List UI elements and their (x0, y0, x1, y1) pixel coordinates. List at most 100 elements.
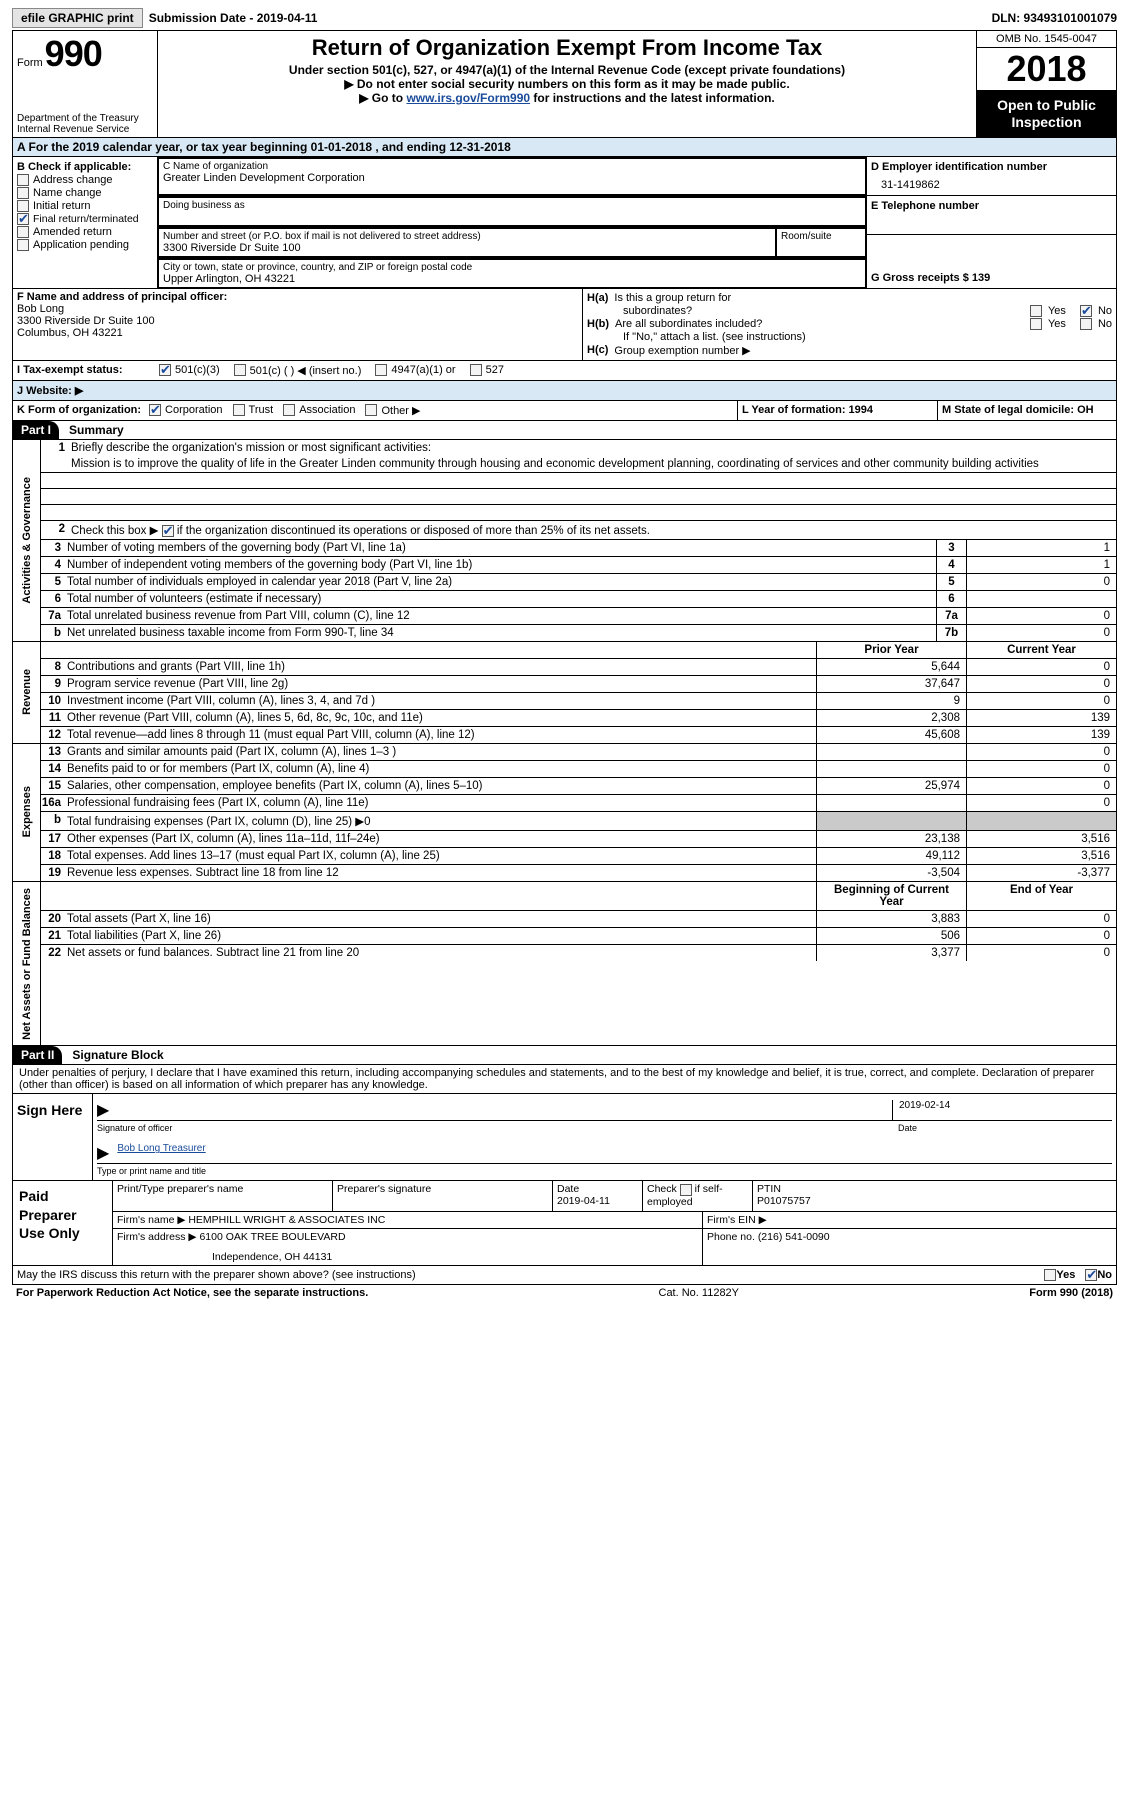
sign-here-label: Sign Here (13, 1094, 93, 1180)
ha-no-checkbox[interactable] (1080, 305, 1092, 317)
tax-year: 2018 (977, 48, 1116, 91)
activities-governance-label: Activities & Governance (21, 471, 33, 610)
hb-no-checkbox[interactable] (1080, 318, 1092, 330)
phone-label: E Telephone number (871, 200, 1112, 212)
sig-date: 2019-02-14 (892, 1100, 1112, 1120)
table-row: 16aProfessional fundraising fees (Part I… (41, 794, 1116, 811)
table-row: 21Total liabilities (Part X, line 26)506… (41, 927, 1116, 944)
table-row: 4Number of independent voting members of… (41, 556, 1116, 573)
dba-label: Doing business as (163, 200, 861, 211)
firm-address: 6100 OAK TREE BOULEVARD (199, 1231, 345, 1243)
irs-link[interactable]: www.irs.gov/Form990 (406, 91, 530, 105)
omb-number: OMB No. 1545-0047 (977, 31, 1116, 48)
part-1-header: Part I Summary (12, 421, 1117, 440)
discontinued-checkbox[interactable] (162, 525, 174, 537)
ein-value: 31-1419862 (881, 179, 1112, 191)
row-a-tax-year: A For the 2019 calendar year, or tax yea… (12, 138, 1117, 157)
row-j-website: J Website: ▶ (12, 381, 1117, 401)
signature-block: Under penalties of perjury, I declare th… (12, 1065, 1117, 1266)
amended-return-checkbox[interactable] (17, 226, 29, 238)
self-employed-checkbox[interactable] (680, 1184, 692, 1196)
table-row: 22Net assets or fund balances. Subtract … (41, 944, 1116, 961)
table-row: bNet unrelated business taxable income f… (41, 624, 1116, 641)
application-pending-checkbox[interactable] (17, 239, 29, 251)
4947-checkbox[interactable] (375, 364, 387, 376)
table-row: 20Total assets (Part X, line 16)3,8830 (41, 910, 1116, 927)
net-assets-section: Net Assets or Fund Balances Beginning of… (12, 882, 1117, 1047)
table-row: bTotal fundraising expenses (Part IX, co… (41, 811, 1116, 830)
dept-treasury: Department of the Treasury Internal Reve… (17, 113, 153, 135)
activities-governance-section: Activities & Governance 1Briefly describ… (12, 440, 1117, 642)
hb-yes-checkbox[interactable] (1030, 318, 1042, 330)
table-row: 18Total expenses. Add lines 13–17 (must … (41, 847, 1116, 864)
gross-receipts: G Gross receipts $ 139 (871, 272, 990, 284)
table-row: 11Other revenue (Part VIII, column (A), … (41, 709, 1116, 726)
perjury-declaration: Under penalties of perjury, I declare th… (13, 1065, 1116, 1093)
table-row: 14Benefits paid to or for members (Part … (41, 760, 1116, 777)
association-checkbox[interactable] (283, 404, 295, 416)
ein-label: D Employer identification number (871, 161, 1112, 173)
row-k-form-org: K Form of organization: Corporation Trus… (12, 401, 737, 421)
ha-yes-checkbox[interactable] (1030, 305, 1042, 317)
form-page-ref: Form 990 (2018) (1029, 1287, 1113, 1299)
paperwork-notice: For Paperwork Reduction Act Notice, see … (16, 1287, 368, 1299)
table-row: 8Contributions and grants (Part VIII, li… (41, 658, 1116, 675)
paid-preparer-label: Paid Preparer Use Only (13, 1181, 113, 1265)
beginning-year-header: Beginning of Current Year (816, 882, 966, 910)
top-banner: efile GRAPHIC print Submission Date - 20… (12, 8, 1117, 31)
table-row: 3Number of voting members of the governi… (41, 539, 1116, 556)
form-number: Form 990 (17, 33, 153, 75)
irs-yes-checkbox[interactable] (1044, 1269, 1056, 1281)
revenue-label: Revenue (21, 663, 33, 721)
501c3-checkbox[interactable] (159, 364, 171, 376)
form-header: Form 990 Department of the Treasury Inte… (12, 31, 1117, 138)
officer-addr1: 3300 Riverside Dr Suite 100 (17, 315, 155, 327)
city-label: City or town, state or province, country… (163, 262, 861, 273)
org-name: Greater Linden Development Corporation (163, 172, 861, 184)
address-label: Number and street (or P.O. box if mail i… (163, 231, 771, 242)
mission-text: Mission is to improve the quality of lif… (71, 458, 1112, 470)
prior-year-header: Prior Year (816, 642, 966, 658)
trust-checkbox[interactable] (233, 404, 245, 416)
address-change-checkbox[interactable] (17, 174, 29, 186)
final-return-checkbox[interactable] (17, 213, 29, 225)
table-row: 10Investment income (Part VIII, column (… (41, 692, 1116, 709)
other-checkbox[interactable] (365, 404, 377, 416)
table-row: 12Total revenue—add lines 8 through 11 (… (41, 726, 1116, 743)
officer-name-title[interactable]: Bob Long Treasurer (117, 1143, 1112, 1163)
501c-checkbox[interactable] (234, 364, 246, 376)
officer-name: Bob Long (17, 303, 64, 315)
form-title: Return of Organization Exempt From Incom… (164, 35, 970, 61)
name-change-checkbox[interactable] (17, 187, 29, 199)
corporation-checkbox[interactable] (149, 404, 161, 416)
part-2-header: Part II Signature Block (12, 1046, 1117, 1065)
row-l-year: L Year of formation: 1994 (737, 401, 937, 421)
expenses-section: Expenses 13Grants and similar amounts pa… (12, 744, 1117, 882)
city: Upper Arlington, OH 43221 (163, 273, 861, 285)
officer-addr2: Columbus, OH 43221 (17, 327, 123, 339)
irs-no-checkbox[interactable] (1085, 1269, 1097, 1281)
firm-ein: Firm's EIN ▶ (703, 1212, 1116, 1228)
efile-print-button[interactable]: efile GRAPHIC print (12, 8, 143, 28)
firm-name: HEMPHILL WRIGHT & ASSOCIATES INC (188, 1214, 385, 1226)
address: 3300 Riverside Dr Suite 100 (163, 242, 771, 254)
cat-no: Cat. No. 11282Y (368, 1287, 1029, 1299)
room-suite-label: Room/suite (781, 231, 861, 242)
goto-line: ▶ Go to www.irs.gov/Form990 for instruct… (164, 91, 970, 105)
table-row: 15Salaries, other compensation, employee… (41, 777, 1116, 794)
table-row: 17Other expenses (Part IX, column (A), l… (41, 830, 1116, 847)
column-b-checkboxes: B Check if applicable: Address change Na… (12, 157, 157, 289)
table-row: 5Total number of individuals employed in… (41, 573, 1116, 590)
row-f-officer: F Name and address of principal officer:… (12, 289, 1117, 361)
firm-phone: (216) 541-0090 (758, 1231, 830, 1243)
table-row: 9Program service revenue (Part VIII, lin… (41, 675, 1116, 692)
net-assets-label: Net Assets or Fund Balances (21, 882, 33, 1046)
527-checkbox[interactable] (470, 364, 482, 376)
expenses-label: Expenses (21, 780, 33, 843)
dln: DLN: 93493101001079 (992, 11, 1117, 25)
table-row: 19Revenue less expenses. Subtract line 1… (41, 864, 1116, 881)
open-to-public: Open to Public Inspection (977, 91, 1116, 137)
table-row: 13Grants and similar amounts paid (Part … (41, 744, 1116, 760)
row-i-tax-status: I Tax-exempt status: 501(c)(3) 501(c) ( … (12, 361, 1117, 381)
ptin: P01075757 (757, 1195, 1112, 1207)
